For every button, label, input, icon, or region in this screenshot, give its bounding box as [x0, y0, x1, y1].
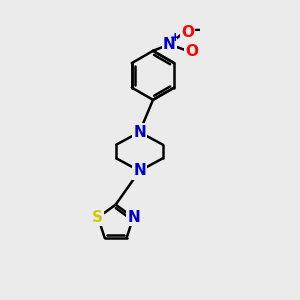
Text: -: -	[193, 21, 200, 39]
Text: O: O	[181, 25, 194, 40]
Text: +: +	[169, 31, 180, 44]
Text: N: N	[133, 164, 146, 178]
Text: N: N	[133, 124, 146, 140]
Text: N: N	[163, 37, 176, 52]
Text: N: N	[128, 210, 140, 225]
Text: S: S	[92, 210, 103, 225]
Text: O: O	[185, 44, 198, 59]
